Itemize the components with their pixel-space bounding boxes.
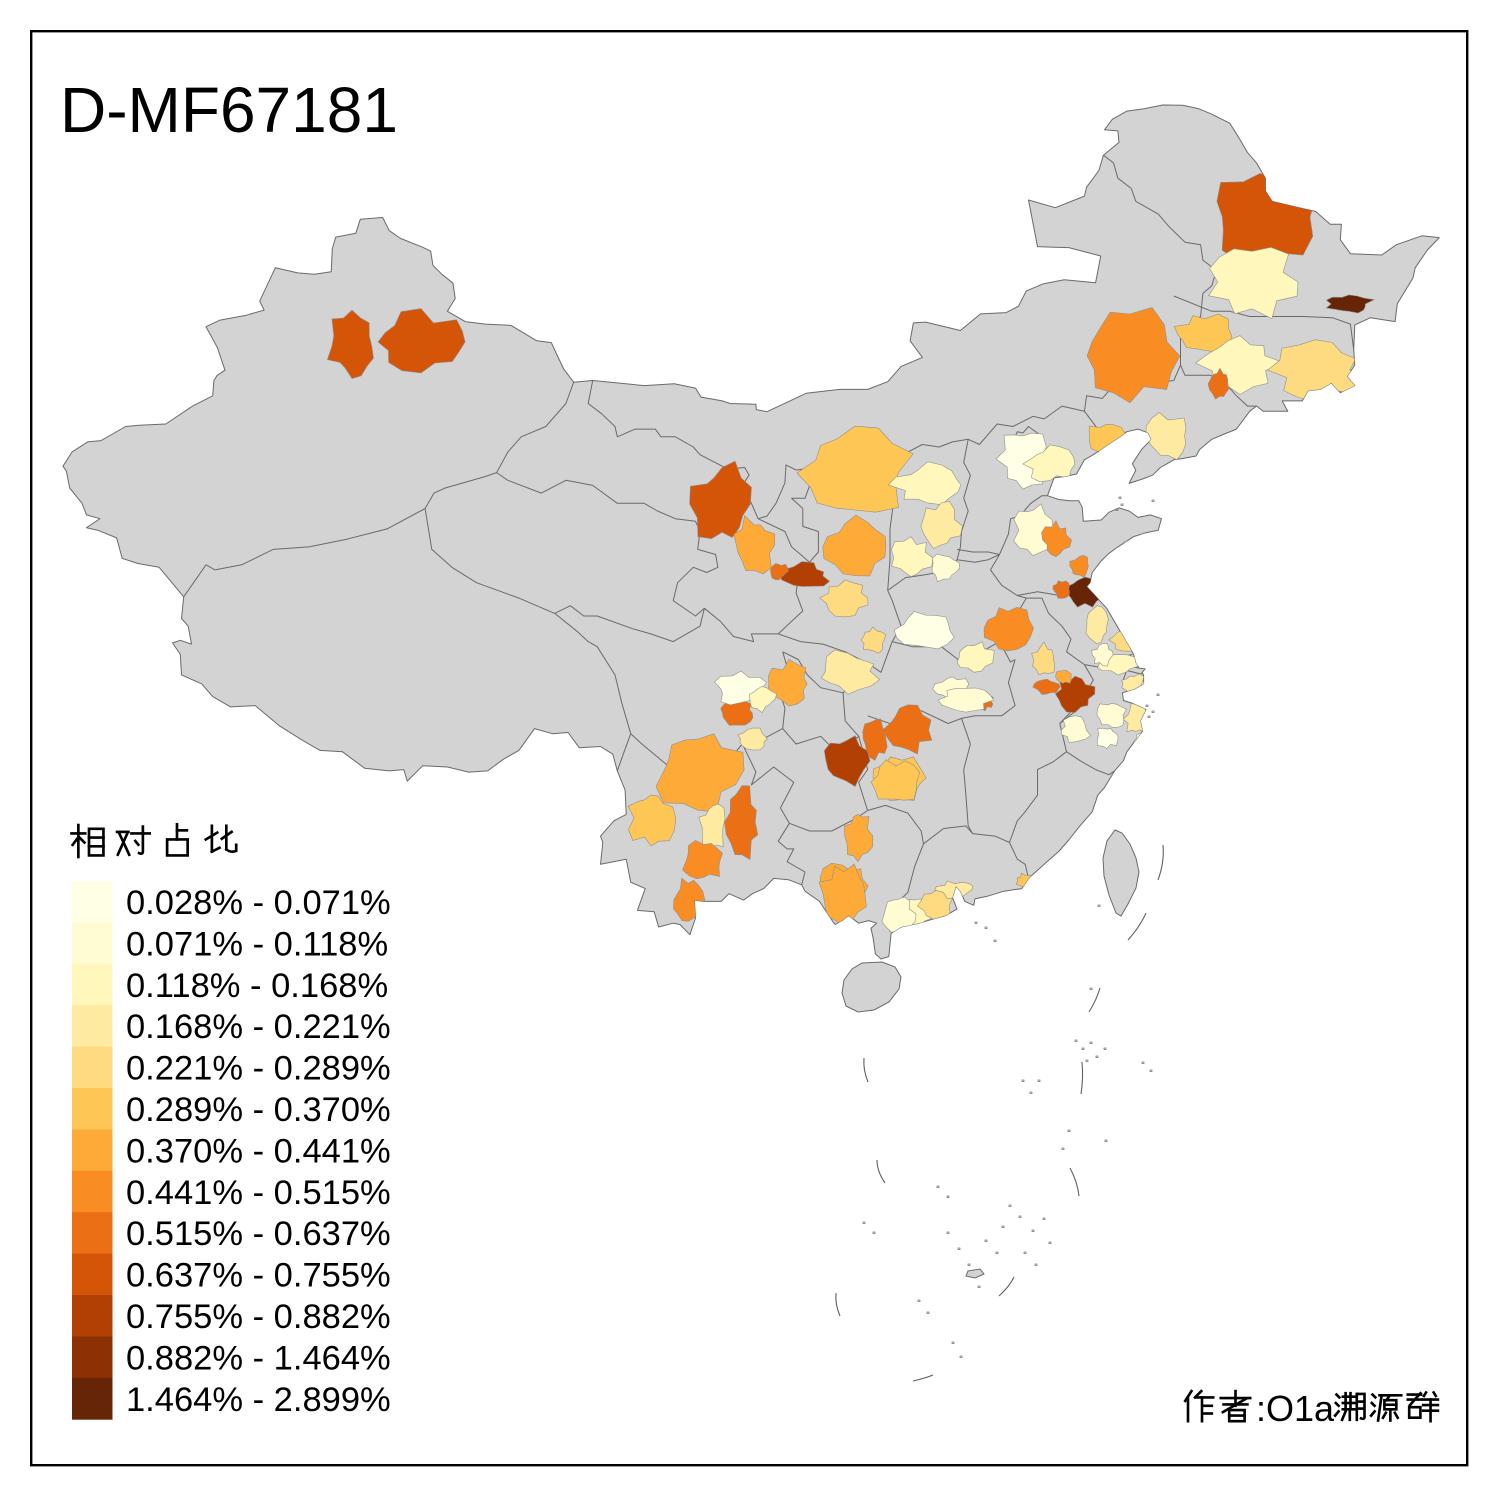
svg-text::O1a: :O1a <box>1256 1388 1335 1429</box>
svg-text:0.118% - 0.168%: 0.118% - 0.168% <box>126 967 388 1005</box>
svg-text:0.637% - 0.755%: 0.637% - 0.755% <box>126 1257 391 1295</box>
svg-text:0.289% - 0.370%: 0.289% - 0.370% <box>126 1091 391 1129</box>
svg-text:0.168% - 0.221%: 0.168% - 0.221% <box>126 1008 391 1046</box>
svg-text:0.515% - 0.637%: 0.515% - 0.637% <box>126 1215 391 1253</box>
svg-text:D-MF67181: D-MF67181 <box>60 74 398 146</box>
svg-text:0.882% - 1.464%: 0.882% - 1.464% <box>126 1339 391 1377</box>
svg-text:0.071% - 0.118%: 0.071% - 0.118% <box>126 925 388 963</box>
svg-text:0.370% - 0.441%: 0.370% - 0.441% <box>126 1132 391 1170</box>
svg-text:1.464% - 2.899%: 1.464% - 2.899% <box>126 1381 391 1419</box>
svg-text:0.221% - 0.289%: 0.221% - 0.289% <box>126 1050 391 1088</box>
svg-text:0.755% - 0.882%: 0.755% - 0.882% <box>126 1298 391 1336</box>
svg-text:0.028% - 0.071%: 0.028% - 0.071% <box>126 884 391 922</box>
svg-text:0.441% - 0.515%: 0.441% - 0.515% <box>126 1174 391 1212</box>
